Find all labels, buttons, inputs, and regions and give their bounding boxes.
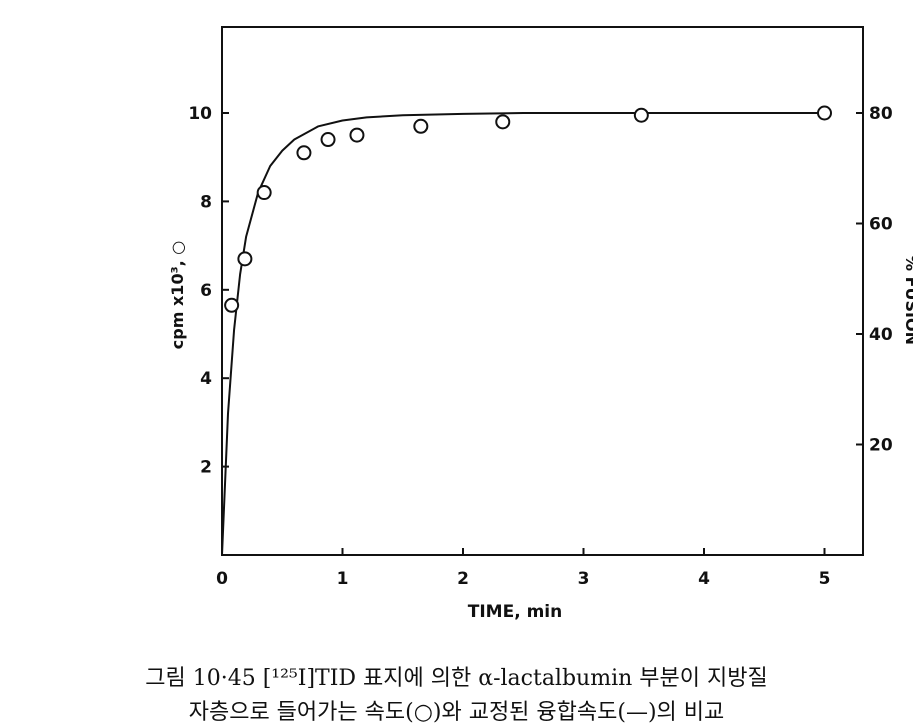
data-point [320, 132, 336, 148]
x-tick-label: 1 [337, 569, 349, 589]
y-tick-label: 6 [200, 281, 212, 301]
data-points [224, 105, 832, 313]
plot-frame [221, 26, 864, 556]
figure-caption-line2: 자층으로 들어가는 속도(○)와 교정된 융합속도(—)의 비교 [188, 700, 725, 725]
y-tick-label: 4 [200, 369, 212, 389]
data-point [349, 127, 365, 143]
y2-tick-label: 40 [869, 325, 893, 345]
y-tick-label: 10 [188, 104, 212, 124]
fusion-curve [221, 112, 825, 556]
y2-axis-label: % FUSION [902, 255, 913, 345]
y-axis-right: 20 40 60 80 [856, 104, 893, 456]
x-axis-label: TIME, min [468, 602, 562, 622]
y2-tick-label: 60 [869, 215, 893, 235]
y-tick-label: 2 [200, 458, 212, 478]
y2-tick-label: 20 [869, 436, 893, 456]
x-tick-label: 5 [819, 569, 831, 589]
data-point [633, 107, 649, 123]
y-tick-label: 8 [200, 192, 212, 212]
x-tick-label: 3 [578, 569, 590, 589]
y2-tick-label: 80 [869, 104, 893, 124]
figure-caption-line1: 그림 10·45 [¹²⁵I]TID 표지에 의한 α-lactalbumin … [145, 666, 768, 691]
data-point [224, 297, 240, 313]
data-point [413, 118, 429, 134]
chart: 0 1 2 3 4 5 2 4 6 8 10 20 40 60 80 TIME, min cpm x10… [168, 26, 913, 622]
fusion-line [221, 112, 825, 556]
x-tick-label: 0 [216, 569, 228, 589]
data-point [817, 105, 832, 121]
x-tick-label: 2 [457, 569, 469, 589]
data-point [495, 114, 511, 130]
data-point [256, 185, 272, 201]
data-point [237, 251, 253, 267]
y-axis-label: cpm x10³, ○ [168, 241, 187, 349]
data-point [296, 145, 312, 161]
x-tick-label: 4 [698, 569, 710, 589]
x-axis: 0 1 2 3 4 5 [216, 548, 830, 589]
